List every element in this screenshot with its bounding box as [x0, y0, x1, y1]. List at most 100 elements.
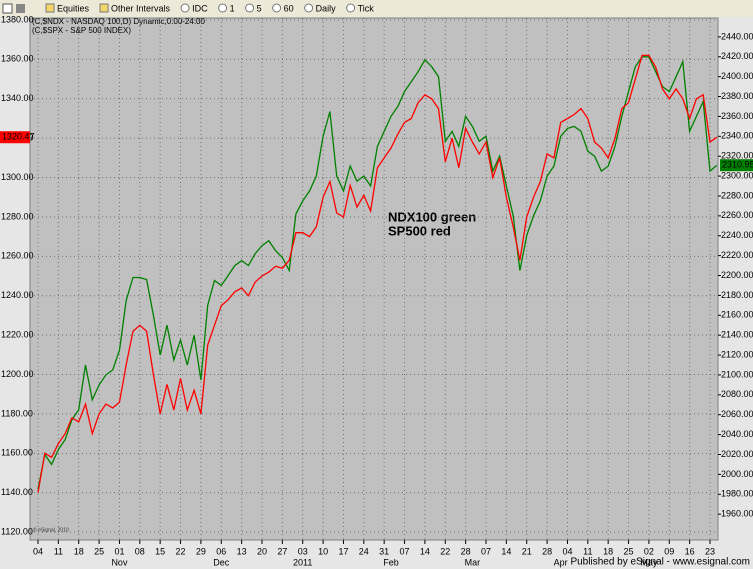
y2-tick-label: 2060.00	[721, 409, 753, 419]
y2-tick-label: 2400.00	[721, 71, 753, 81]
y2-tick-label: 2320.00	[721, 151, 753, 161]
y-tick-label: 1200.00	[1, 369, 34, 379]
y2-tick-label: 2100.00	[721, 369, 753, 379]
y-tick-label: 1260.00	[1, 251, 34, 261]
month-label: Nov	[111, 557, 128, 567]
y2-tick-label: 2260.00	[721, 210, 753, 220]
y2-tick-label: 2360.00	[721, 111, 753, 121]
month-label: Feb	[383, 557, 399, 567]
toolbar-icon	[218, 3, 228, 13]
toolbar-icon	[245, 3, 255, 13]
y2-tick-label: 2080.00	[721, 389, 753, 399]
annotation: NDX100 green	[388, 209, 476, 224]
x-tick-label: 14	[420, 546, 430, 556]
x-tick-label: 24	[359, 546, 369, 556]
y-tick-label: 1220.00	[1, 330, 34, 340]
last-value-box	[0, 131, 30, 144]
y-tick-label: 1360.00	[1, 54, 34, 64]
x-tick-label: 29	[196, 546, 206, 556]
y2-tick-label: 2280.00	[721, 190, 753, 200]
series-line	[37, 54, 718, 493]
x-tick-label: 14	[501, 546, 511, 556]
x-tick-label: 16	[685, 546, 695, 556]
x-tick-label: 13	[237, 546, 247, 556]
copyright: © eSignal, 2010	[33, 526, 69, 533]
month-label: Mar	[465, 557, 481, 567]
x-tick-label: 28	[461, 546, 471, 556]
toolbar-icon	[180, 3, 190, 13]
x-tick-label: 21	[522, 546, 532, 556]
last-value-label: 1320.47	[2, 132, 35, 142]
y-tick-label: 1300.00	[1, 172, 34, 182]
legend-spx: (C,$SPX - S&P 500 INDEX)	[32, 26, 131, 35]
series-line	[37, 56, 718, 490]
toolbar-icon	[272, 3, 282, 13]
toolbar-item[interactable]: Tick	[358, 3, 375, 13]
y2-tick-label: 2140.00	[721, 330, 753, 340]
x-tick-label: 17	[338, 546, 348, 556]
y-tick-label: 1120.00	[1, 526, 33, 536]
y2-tick-label: 2160.00	[721, 310, 753, 320]
x-tick-label: 28	[542, 546, 552, 556]
legend-ndx: (C,$NDX - NASDAQ 100,D) Dynamic,0:00-24:…	[32, 17, 206, 26]
x-tick-label: 07	[400, 546, 410, 556]
y-tick-label: 1280.00	[1, 211, 34, 221]
x-tick-label: 22	[440, 546, 450, 556]
y2-tick-label: 2000.00	[721, 469, 753, 479]
y2-tick-label: 2240.00	[721, 230, 753, 240]
x-tick-label: 10	[318, 546, 328, 556]
x-tick-label: 11	[54, 546, 63, 556]
y-tick-label: 1380.00	[1, 14, 34, 24]
x-tick-label: 20	[257, 546, 267, 556]
toolbar-item[interactable]: Equities	[57, 3, 90, 13]
month-label: 2011	[293, 557, 312, 567]
y-tick-label: 1340.00	[1, 93, 34, 103]
x-tick-label: 22	[176, 546, 186, 556]
x-tick-label: 03	[298, 546, 308, 556]
x-tick-label: 04	[562, 546, 572, 556]
x-tick-label: 27	[277, 546, 287, 556]
x-tick-label: 08	[135, 546, 145, 556]
x-tick-label: 04	[33, 546, 43, 556]
last-value-box	[720, 159, 753, 172]
y-tick-label: 1160.00	[1, 448, 33, 458]
x-tick-label: 01	[114, 546, 124, 556]
toolbar-icon	[45, 3, 55, 13]
y2-tick-label: 2180.00	[721, 290, 753, 300]
toolbar-icon	[99, 3, 109, 13]
y-tick-label: 1180.00	[1, 408, 33, 418]
month-label: Apr	[554, 557, 568, 567]
y2-tick-label: 2440.00	[721, 31, 753, 41]
x-tick-label: 09	[664, 546, 674, 556]
y-tick-label: 1240.00	[1, 290, 34, 300]
toolbar-item[interactable]: 5	[257, 3, 262, 13]
month-label: May	[640, 557, 658, 567]
x-tick-label: 31	[379, 546, 389, 556]
toolbar-item[interactable]: 1	[230, 3, 235, 13]
x-tick-label: 18	[74, 546, 84, 556]
x-tick-label: 25	[624, 546, 634, 556]
y2-tick-label: 2380.00	[721, 91, 753, 101]
toolbar-icon	[16, 4, 25, 13]
x-tick-label: 02	[644, 546, 654, 556]
grid	[30, 18, 718, 540]
toolbar-item[interactable]: IDC	[192, 3, 208, 13]
y2-tick-label: 2220.00	[721, 250, 753, 260]
toolbar-icon	[304, 3, 314, 13]
toolbar-icon	[2, 3, 13, 14]
toolbar-icon	[346, 3, 356, 13]
x-tick-label: 15	[155, 546, 165, 556]
x-tick-label: 06	[216, 546, 226, 556]
toolbar-item[interactable]: Other Intervals	[111, 3, 171, 13]
y2-tick-label: 2340.00	[721, 131, 753, 141]
toolbar-item[interactable]: Daily	[316, 3, 337, 13]
y2-tick-label: 2040.00	[721, 429, 753, 439]
y2-tick-label: 2200.00	[721, 270, 753, 280]
x-tick-label: 25	[94, 546, 104, 556]
y2-tick-label: 1980.00	[721, 489, 753, 499]
month-label: Dec	[213, 557, 230, 567]
y2-tick-label: 1960.00	[721, 509, 753, 519]
x-tick-label: 23	[705, 546, 715, 556]
toolbar-item[interactable]: 60	[284, 3, 294, 13]
